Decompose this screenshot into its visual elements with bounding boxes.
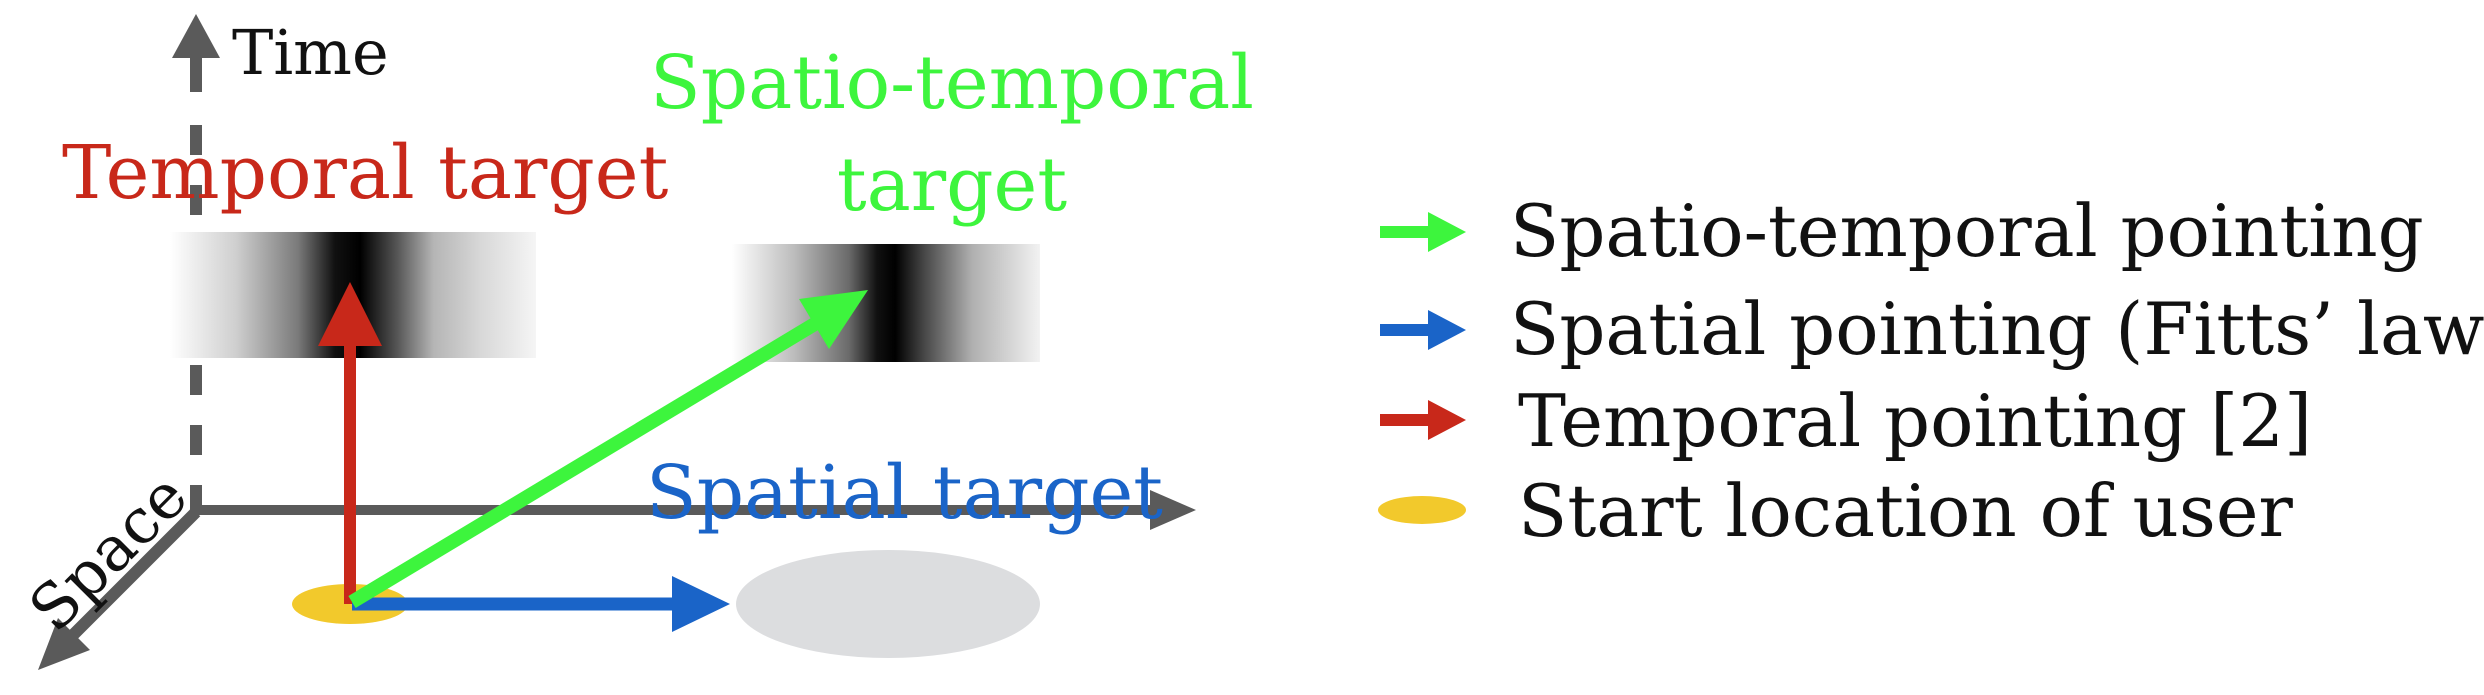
legend-label-spatio-temporal: Spatio-temporal pointing: [1510, 189, 2424, 273]
spatial-target: Spatial target: [646, 450, 1163, 658]
legend-item-temporal: Temporal pointing [2]: [1380, 379, 2312, 463]
time-axis-label: Time: [232, 16, 389, 89]
spatio-temporal-target: Spatio-temporal target: [650, 40, 1254, 362]
legend-arrowhead-blue: [1428, 310, 1466, 350]
legend-label-spatial: Spatial pointing (Fitts’ law): [1510, 287, 2484, 371]
legend-item-spatial: Spatial pointing (Fitts’ law): [1380, 287, 2484, 371]
legend-arrowhead-green: [1428, 212, 1466, 252]
legend: Spatio-temporal pointing Spatial pointin…: [1378, 189, 2484, 553]
legend-ellipse-yellow-icon: [1378, 496, 1466, 524]
space-axis-label: Space: [15, 459, 201, 645]
spatio-temporal-pointing-arrow: [348, 290, 868, 609]
space-axis-line: [63, 507, 201, 645]
spatial-target-ellipse: [736, 550, 1040, 658]
legend-item-start-location: Start location of user: [1378, 469, 2293, 553]
legend-item-spatio-temporal: Spatio-temporal pointing: [1380, 189, 2424, 273]
spatio-temporal-target-label-line1: Spatio-temporal: [650, 40, 1254, 126]
space-axis: Space: [15, 459, 201, 670]
spatial-pointing-arrow: [352, 576, 730, 632]
temporal-pointing-arrow: [318, 282, 382, 604]
spatial-axis-arrowhead: [1150, 490, 1196, 530]
legend-label-temporal: Temporal pointing [2]: [1518, 379, 2312, 463]
time-axis-arrowhead: [172, 14, 220, 58]
legend-arrowhead-red: [1428, 400, 1466, 440]
spatial-target-label: Spatial target: [646, 450, 1163, 536]
space-axis-arrowhead: [38, 618, 90, 670]
temporal-target-label: Temporal target: [62, 130, 669, 216]
spatio-temporal-target-label-line2: target: [837, 142, 1067, 228]
legend-label-start-location: Start location of user: [1518, 469, 2293, 553]
